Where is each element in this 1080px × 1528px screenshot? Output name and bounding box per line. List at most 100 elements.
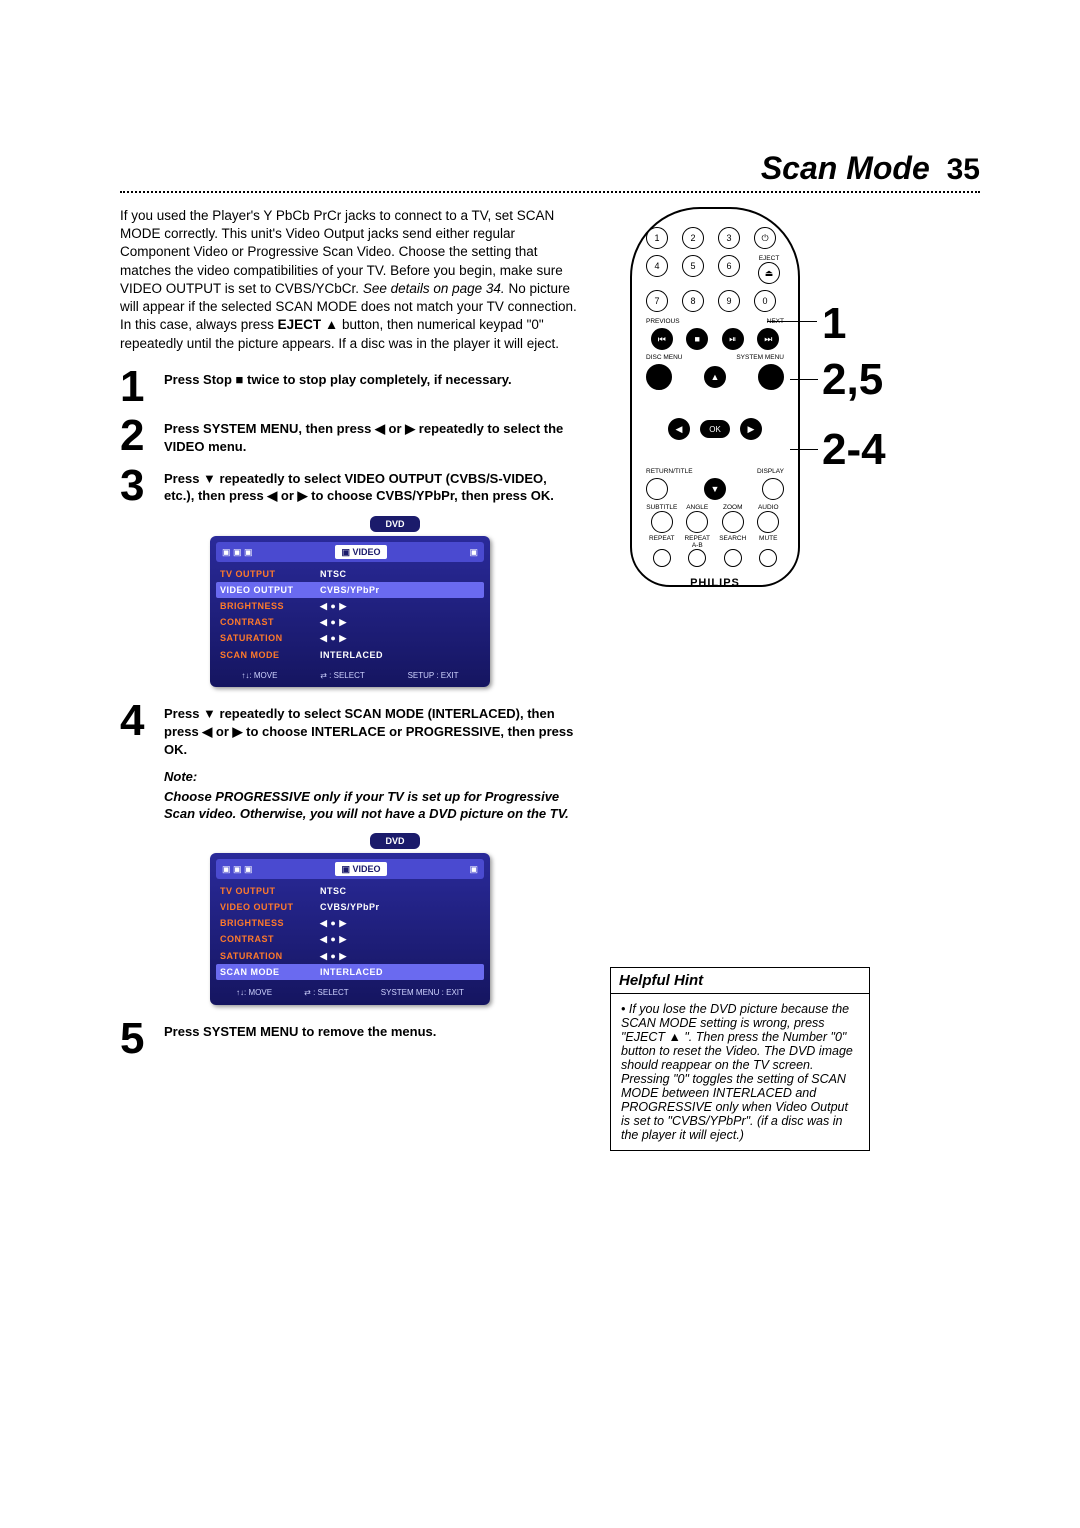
page-number: 35 (947, 153, 980, 186)
remote-next-icon: ⏭ (757, 328, 779, 350)
remote-key-1: 1 (646, 227, 668, 249)
dvd-badge: DVD (370, 516, 420, 532)
page: Scan Mode 35 If you used the Player's Y … (0, 0, 1080, 1128)
remote-display (762, 478, 784, 500)
step-3-text: Press ▼ repeatedly to select VIDEO OUTPU… (164, 466, 580, 506)
hint-text: If you lose the DVD picture because the … (621, 1002, 859, 1142)
osd-row: BRIGHTNESS◀ ● ▶ (216, 915, 484, 931)
step-2-number: 2 (120, 416, 154, 456)
callout-line (790, 379, 818, 380)
osd-tab-right: ▣ (469, 546, 478, 558)
remote-return (646, 478, 668, 500)
page-header: Scan Mode 35 (120, 150, 980, 187)
step-5: 5 Press SYSTEM MENU to remove the menus. (120, 1019, 580, 1059)
step-4-number: 4 (120, 701, 154, 758)
osd-row: SATURATION◀ ● ▶ (216, 630, 484, 646)
osd-row: SCAN MODEINTERLACED (216, 647, 484, 663)
osd-menu-2: DVD ▣ ▣ ▣ ▣ VIDEO ▣ TV OUTPUTNTSC VIDEO … (210, 833, 580, 1005)
remote-zoom (722, 511, 744, 533)
intro-ref: See details on page 34. (363, 281, 505, 296)
remote-right-icon: ▶ (740, 418, 762, 440)
remote-key-3: 3 (718, 227, 740, 249)
osd-tab-left: ▣ ▣ ▣ (222, 546, 253, 558)
remote-audio (757, 511, 779, 533)
remote-ok: OK (700, 420, 730, 438)
osd-tabs: ▣ ▣ ▣ ▣ VIDEO ▣ (216, 542, 484, 562)
note-label: Note: (164, 768, 580, 786)
remote-key-4: 4 (646, 255, 668, 277)
header-divider (120, 191, 980, 193)
return-label: RETURN/TITLE (646, 468, 693, 475)
osd-tab-video: ▣ VIDEO (335, 545, 386, 559)
step-2: 2 Press SYSTEM MENU, then press ◀ or ▶ r… (120, 416, 580, 456)
note-body: Choose PROGRESSIVE only if your TV is se… (164, 788, 580, 823)
osd-menu-1: DVD ▣ ▣ ▣ ▣ VIDEO ▣ TV OUTPUTNTSC VIDEO … (210, 516, 580, 688)
remote-key-2: 2 (682, 227, 704, 249)
remote-down-icon: ▼ (704, 478, 726, 500)
step-5-text: Press SYSTEM MENU to remove the menus. (164, 1019, 436, 1059)
callout-2-4: 2-4 (822, 425, 886, 475)
step-3-number: 3 (120, 466, 154, 506)
step-1-text: Press Stop ■ twice to stop play complete… (164, 367, 512, 407)
display-label: DISPLAY (757, 468, 784, 475)
helpful-hint-box: Helpful Hint If you lose the DVD picture… (610, 967, 870, 1151)
hint-title: Helpful Hint (611, 968, 869, 994)
step-1-number: 1 (120, 367, 154, 407)
remote-key-0: 0 (754, 290, 776, 312)
osd-tab-video: ▣ VIDEO (335, 862, 386, 876)
osd-row: VIDEO OUTPUTCVBS/YPbPr (216, 899, 484, 915)
remote-search (724, 549, 742, 567)
osd-tab-left: ▣ ▣ ▣ (222, 863, 253, 875)
remote-system-menu (758, 364, 784, 390)
left-column: If you used the Player's Y PbCb PrCr jac… (120, 207, 580, 1068)
remote-repeat-ab (688, 549, 706, 567)
intro-paragraph: If you used the Player's Y PbCb PrCr jac… (120, 207, 580, 353)
right-column: 1 2 3 ⏻ 4 5 6 EJECT ⏏ 7 8 9 0 (610, 207, 980, 1068)
step-3: 3 Press ▼ repeatedly to select VIDEO OUT… (120, 466, 580, 506)
remote-key-eject: ⏏ (758, 262, 780, 284)
dvd-badge: DVD (370, 833, 420, 849)
disc-menu-label: DISC MENU (646, 354, 682, 361)
callout-1: 1 (822, 299, 846, 349)
osd-footer: ↑↓: MOVE ⇄ : SELECT SYSTEM MENU : EXIT (216, 988, 484, 999)
eject-label: EJECT (754, 255, 784, 262)
callout-line (790, 449, 818, 450)
osd-row-selected: VIDEO OUTPUTCVBS/YPbPr (216, 582, 484, 598)
hint-body: If you lose the DVD picture because the … (611, 994, 869, 1150)
step-2-text: Press SYSTEM MENU, then press ◀ or ▶ rep… (164, 416, 580, 456)
remote-disc-menu (646, 364, 672, 390)
osd-tabs: ▣ ▣ ▣ ▣ VIDEO ▣ (216, 859, 484, 879)
remote-dpad: ◀ OK ▶ (646, 394, 784, 464)
remote-key-5: 5 (682, 255, 704, 277)
osd-row: BRIGHTNESS◀ ● ▶ (216, 598, 484, 614)
remote-key-8: 8 (682, 290, 704, 312)
remote-subtitle (651, 511, 673, 533)
callout-2-5: 2,5 (822, 355, 883, 405)
remote-left-icon: ◀ (668, 418, 690, 440)
osd-tab-right: ▣ (469, 863, 478, 875)
remote-key-6: 6 (718, 255, 740, 277)
intro-eject: EJECT ▲ (278, 317, 339, 332)
remote-up-icon: ▲ (704, 366, 726, 388)
remote-repeat (653, 549, 671, 567)
previous-label: PREVIOUS (646, 318, 680, 325)
step-1: 1 Press Stop ■ twice to stop play comple… (120, 367, 580, 407)
remote-play-icon: ⏯ (722, 328, 744, 350)
osd-footer: ↑↓: MOVE ⇄ : SELECT SETUP : EXIT (216, 671, 484, 682)
osd-row-selected: SCAN MODEINTERLACED (216, 964, 484, 980)
remote-prev-icon: ⏮ (651, 328, 673, 350)
step-5-number: 5 (120, 1019, 154, 1059)
callout-line (767, 321, 817, 322)
step-4: 4 Press ▼ repeatedly to select SCAN MODE… (120, 701, 580, 758)
remote-key-power: ⏻ (754, 227, 776, 249)
remote-diagram: 1 2 3 ⏻ 4 5 6 EJECT ⏏ 7 8 9 0 (630, 207, 800, 587)
system-menu-label: SYSTEM MENU (736, 354, 784, 361)
page-title: Scan Mode (761, 150, 930, 186)
osd-row: SATURATION◀ ● ▶ (216, 948, 484, 964)
osd-row: CONTRAST◀ ● ▶ (216, 614, 484, 630)
remote-brand: PHILIPS (646, 577, 784, 589)
remote-key-9: 9 (718, 290, 740, 312)
step-4-text: Press ▼ repeatedly to select SCAN MODE (… (164, 701, 580, 758)
osd-row: TV OUTPUTNTSC (216, 883, 484, 899)
remote-key-7: 7 (646, 290, 668, 312)
